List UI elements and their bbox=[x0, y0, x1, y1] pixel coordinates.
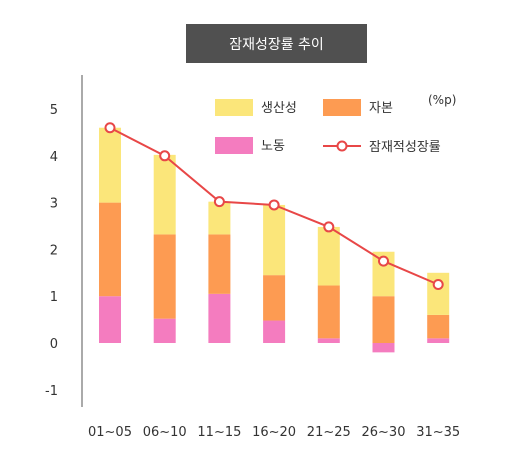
bar-segment bbox=[263, 204, 286, 276]
x-tick-label: 26~30 bbox=[362, 425, 406, 440]
bar-segment bbox=[99, 202, 121, 297]
growth-line-point bbox=[104, 122, 116, 134]
chart-title: 잠재성장률 추이 bbox=[186, 24, 367, 63]
bar-segment bbox=[208, 201, 231, 235]
growth-line bbox=[104, 122, 444, 290]
growth-line-point bbox=[159, 150, 171, 162]
bar-segment bbox=[208, 293, 231, 343]
bar-segment bbox=[99, 296, 121, 343]
growth-line-point bbox=[268, 199, 280, 211]
y-tick-label: 2 bbox=[50, 243, 58, 258]
y-tick-label: 5 bbox=[50, 103, 58, 118]
x-tick-label: 06~10 bbox=[143, 425, 187, 440]
legend-swatch bbox=[323, 99, 361, 116]
x-tick-label: 01~05 bbox=[88, 425, 132, 440]
bar-segment bbox=[317, 226, 340, 286]
bar-segment bbox=[372, 343, 395, 353]
growth-line-point bbox=[213, 196, 225, 208]
legend-label: 자본 bbox=[369, 101, 393, 116]
bar-segment bbox=[317, 285, 340, 339]
bar-segment bbox=[317, 338, 340, 343]
bar-segment bbox=[153, 154, 176, 235]
x-tick-label: 31~35 bbox=[416, 425, 460, 440]
bar-segment bbox=[153, 318, 176, 343]
legend-swatch bbox=[215, 137, 253, 154]
bars bbox=[99, 127, 450, 353]
legend-label: 잠재적성장률 bbox=[369, 140, 441, 155]
legend-label: 생산성 bbox=[261, 101, 297, 116]
bar-segment bbox=[263, 275, 286, 321]
bar-segment bbox=[372, 296, 395, 343]
growth-line-point bbox=[432, 279, 444, 290]
x-tick-label: 11~15 bbox=[197, 425, 241, 440]
x-tick-label: 16~20 bbox=[252, 425, 296, 440]
legend-line-marker bbox=[336, 140, 348, 152]
bar-segment bbox=[427, 314, 450, 339]
y-tick-label: 1 bbox=[50, 290, 58, 305]
unit-label: (%p) bbox=[428, 93, 456, 107]
y-tick-label: -1 bbox=[45, 384, 58, 399]
x-axis: 01~05 06~10 11~15 16~20 21~25 26~30 31~35 bbox=[88, 425, 460, 440]
y-tick-label: 0 bbox=[50, 337, 58, 352]
y-tick-label: 4 bbox=[50, 150, 58, 165]
growth-line-point bbox=[378, 255, 389, 267]
y-axis: -1 0 1 2 3 4 5 bbox=[45, 75, 83, 407]
y-tick-label: 3 bbox=[50, 197, 58, 212]
bar-segment bbox=[153, 234, 176, 319]
bar-segment bbox=[99, 127, 121, 203]
x-tick-label: 21~25 bbox=[307, 425, 351, 440]
legend-label: 노동 bbox=[261, 139, 285, 154]
bar-segment bbox=[263, 320, 286, 343]
legend-swatch bbox=[215, 99, 253, 116]
bar-segment bbox=[208, 234, 231, 294]
bar-segment bbox=[427, 338, 450, 343]
bar-segment bbox=[427, 272, 450, 315]
growth-line-point bbox=[323, 221, 335, 233]
